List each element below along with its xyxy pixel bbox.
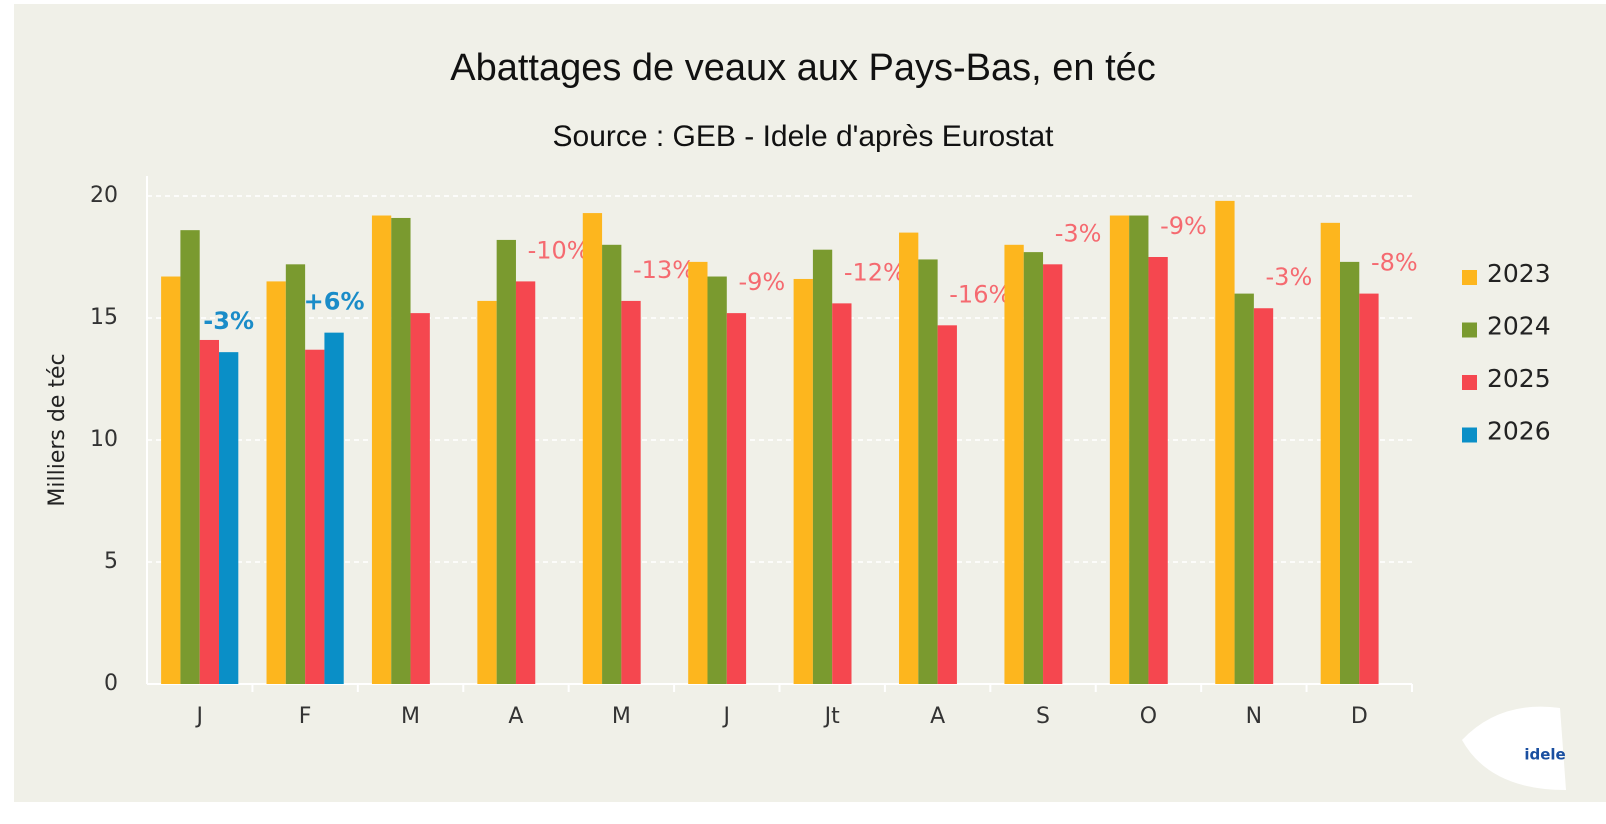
bar xyxy=(1109,215,1130,684)
chart-subtitle: Source : GEB - Idele d'après Eurostat xyxy=(553,120,1055,153)
bar xyxy=(707,276,727,684)
bar xyxy=(305,349,325,684)
bar xyxy=(1215,200,1235,684)
legend-swatch xyxy=(1462,322,1477,338)
y-tick-label: 5 xyxy=(104,549,118,574)
bar xyxy=(161,276,181,684)
legend-label: 2024 xyxy=(1487,312,1551,341)
bar xyxy=(515,281,536,684)
bar xyxy=(688,261,708,684)
bar xyxy=(266,281,286,684)
legend-label: 2023 xyxy=(1487,259,1551,288)
annotation: -12% xyxy=(844,258,906,286)
x-tick-label: M xyxy=(612,704,631,729)
bar xyxy=(410,313,430,684)
x-tick-label: Jt xyxy=(823,704,840,729)
legend-label: 2026 xyxy=(1487,417,1551,446)
bar xyxy=(621,300,641,684)
bar xyxy=(937,325,957,684)
annotation: -9% xyxy=(1160,212,1207,240)
y-tick-label: 15 xyxy=(90,305,118,330)
bar xyxy=(391,217,411,684)
bar xyxy=(180,230,200,684)
annotation: -9% xyxy=(738,268,785,296)
x-tick-label: A xyxy=(508,704,523,729)
bar xyxy=(812,249,833,684)
bar xyxy=(918,259,938,684)
logo-shape xyxy=(1462,706,1566,790)
bar xyxy=(1129,215,1149,684)
bar xyxy=(582,213,603,684)
x-tick-label: O xyxy=(1140,704,1157,729)
x-tick-label: F xyxy=(299,704,312,729)
bar xyxy=(477,300,497,684)
bar xyxy=(371,215,392,684)
x-tick-label: D xyxy=(1351,704,1368,729)
annotation: -10% xyxy=(528,236,590,264)
bar xyxy=(285,264,306,684)
chart-title: Abattages de veaux aux Pays-Bas, en téc xyxy=(450,47,1156,89)
legend-label: 2025 xyxy=(1487,364,1551,393)
annotation: -3% xyxy=(1266,263,1313,291)
x-tick-label: J xyxy=(194,704,203,729)
bar xyxy=(1359,293,1379,684)
bar xyxy=(324,332,344,684)
logo: idele xyxy=(1462,706,1566,790)
bar xyxy=(726,313,747,684)
x-tick-label: M xyxy=(401,704,420,729)
bar xyxy=(793,278,813,684)
annotation: -13% xyxy=(633,256,695,284)
bar xyxy=(1234,293,1254,684)
logo-text: idele xyxy=(1524,746,1565,764)
y-tick-label: 20 xyxy=(90,183,118,208)
bar xyxy=(602,244,622,685)
bar xyxy=(1148,257,1168,684)
bar xyxy=(199,339,220,684)
x-tick-label: S xyxy=(1036,704,1050,729)
annotation: -3% xyxy=(1055,219,1102,247)
x-tick-label: J xyxy=(722,704,731,729)
bar xyxy=(832,303,852,684)
annotation: -8% xyxy=(1371,249,1418,277)
bar xyxy=(899,232,919,684)
bar xyxy=(1253,308,1274,684)
x-tick-label: A xyxy=(930,704,945,729)
bar xyxy=(1004,244,1024,685)
legend-swatch xyxy=(1462,427,1477,443)
y-tick-label: 0 xyxy=(104,671,118,696)
bar xyxy=(496,239,516,685)
bar xyxy=(1043,264,1063,684)
legend-swatch xyxy=(1462,270,1477,285)
bar xyxy=(1339,261,1360,684)
annotation: -16% xyxy=(949,280,1011,308)
legend-swatch xyxy=(1462,375,1477,390)
bar xyxy=(219,352,239,684)
bar xyxy=(1023,252,1044,684)
annotation: +6% xyxy=(304,288,365,316)
annotation: -3% xyxy=(203,307,254,335)
bar xyxy=(1320,222,1340,684)
y-axis-label: Milliers de téc xyxy=(45,353,70,506)
y-tick-label: 10 xyxy=(90,427,118,452)
x-tick-label: N xyxy=(1246,704,1262,729)
